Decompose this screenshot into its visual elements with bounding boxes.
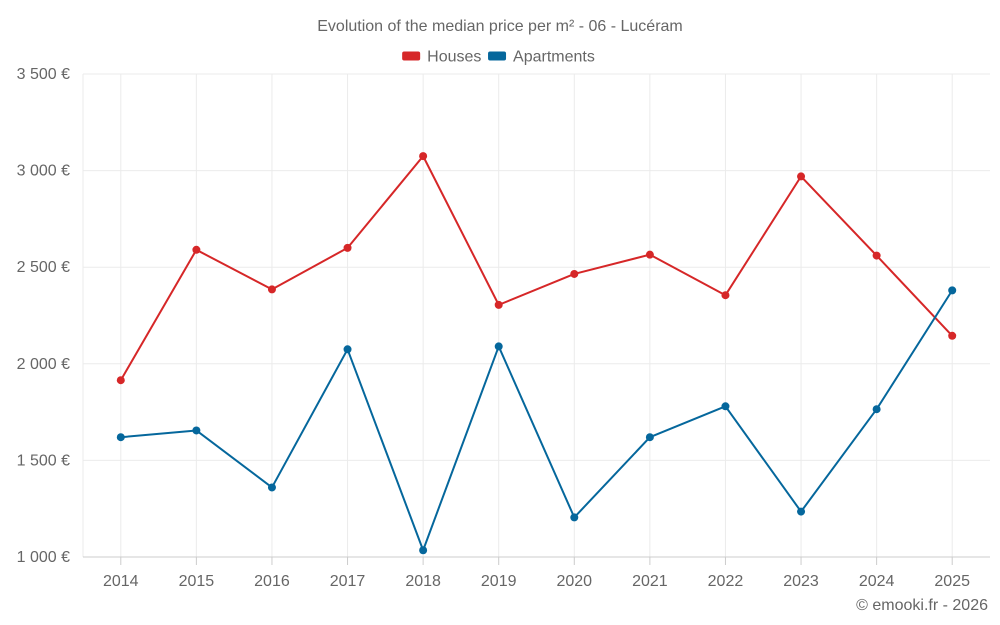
legend-swatch [488, 51, 507, 61]
grid [82, 73, 990, 557]
x-tick-label: 2025 [934, 573, 970, 590]
data-point-houses[interactable] [948, 331, 957, 340]
data-point-apartments[interactable] [419, 546, 428, 555]
data-point-houses[interactable] [872, 251, 881, 260]
x-tick-label: 2014 [103, 573, 139, 590]
data-point-houses[interactable] [645, 250, 654, 259]
data-point-apartments[interactable] [192, 426, 201, 435]
x-tick-label: 2018 [405, 573, 441, 590]
series-apartments [116, 286, 957, 555]
legend-label: Houses [427, 49, 481, 66]
chart-title: Evolution of the median price per m² - 0… [317, 18, 683, 35]
x-tick-label: 2023 [783, 573, 819, 590]
data-point-apartments[interactable] [267, 483, 276, 492]
data-point-houses[interactable] [570, 269, 579, 278]
data-point-houses[interactable] [797, 172, 806, 181]
y-tick-label: 1 000 € [17, 549, 70, 566]
series-houses [116, 152, 957, 385]
data-point-houses[interactable] [419, 152, 428, 161]
data-point-apartments[interactable] [872, 405, 881, 414]
legend-item-houses[interactable]: Houses [402, 49, 481, 66]
legend[interactable]: Houses Apartments [402, 49, 595, 66]
y-tick-label: 2 000 € [17, 356, 70, 373]
data-point-apartments[interactable] [116, 433, 125, 442]
x-tick-label: 2019 [481, 573, 517, 590]
x-tick-label: 2022 [708, 573, 744, 590]
legend-label: Apartments [513, 49, 595, 66]
x-tick-label: 2020 [556, 573, 592, 590]
data-point-apartments[interactable] [721, 402, 730, 411]
x-tick-label: 2021 [632, 573, 668, 590]
x-tick-label: 2016 [254, 573, 290, 590]
data-point-houses[interactable] [721, 291, 730, 300]
series-line-houses [119, 155, 953, 381]
data-point-apartments[interactable] [797, 507, 806, 516]
data-point-apartments[interactable] [343, 345, 352, 354]
legend-item-apartments[interactable]: Apartments [488, 49, 595, 66]
axes: 1 000 € 1 500 € 2 000 € 2 500 € 3 000 € 3 500… [17, 66, 990, 590]
data-point-apartments[interactable] [494, 342, 503, 351]
y-tick-label: 3 000 € [17, 163, 70, 180]
data-point-houses[interactable] [116, 376, 125, 385]
x-tick-label: 2017 [330, 573, 366, 590]
data-point-apartments[interactable] [570, 513, 579, 522]
data-point-houses[interactable] [343, 243, 352, 252]
data-point-houses[interactable] [494, 300, 503, 309]
series [116, 152, 957, 555]
y-tick-label: 1 500 € [17, 452, 70, 469]
x-tick-label: 2024 [859, 573, 895, 590]
data-point-apartments[interactable] [948, 286, 957, 295]
series-line-apartments [120, 289, 954, 552]
data-point-houses[interactable] [192, 245, 201, 254]
data-point-houses[interactable] [267, 285, 276, 294]
data-point-apartments[interactable] [645, 433, 654, 442]
x-tick-label: 2015 [179, 573, 215, 590]
y-tick-label: 3 500 € [17, 66, 70, 83]
y-tick-label: 2 500 € [17, 259, 70, 276]
legend-swatch [402, 51, 421, 61]
credit-text: © emooki.fr - 2026 [856, 597, 988, 614]
